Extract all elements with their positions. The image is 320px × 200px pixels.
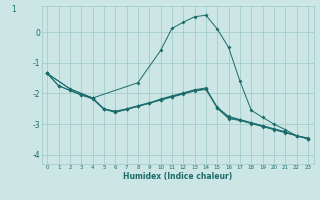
- X-axis label: Humidex (Indice chaleur): Humidex (Indice chaleur): [123, 172, 232, 181]
- Text: 1: 1: [11, 5, 16, 14]
